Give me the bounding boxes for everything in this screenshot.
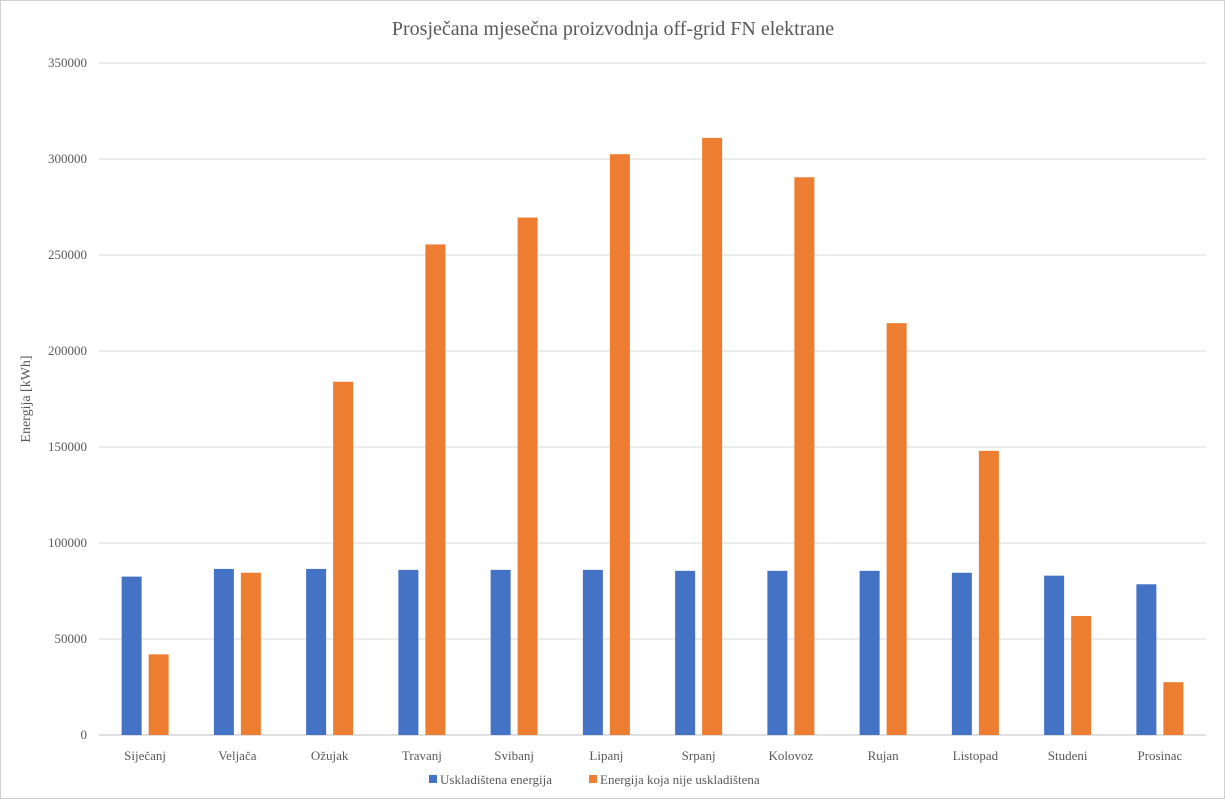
legend-swatch-unstored [589, 775, 597, 783]
x-tick-label: Srpanj [682, 748, 716, 763]
y-tick-label: 0 [81, 727, 88, 742]
legend-swatch-stored [429, 775, 437, 783]
bar-unstored-energy [609, 154, 630, 735]
bar-unstored-energy [333, 381, 354, 735]
bar-stored-energy [398, 569, 419, 735]
bar-stored-energy [767, 570, 788, 735]
bar-stored-energy [121, 576, 142, 735]
legend: Uskladištena energija Energija koja nije … [429, 772, 760, 787]
bar-unstored-energy [425, 244, 446, 735]
bar-stored-energy [1136, 584, 1157, 735]
x-tick-label: Rujan [868, 748, 900, 763]
gridlines [99, 62, 1206, 736]
bar-unstored-energy [702, 137, 723, 735]
bars [121, 137, 1184, 736]
x-tick-label: Travanj [402, 748, 442, 763]
bar-stored-energy [306, 568, 327, 735]
bar-stored-energy [582, 569, 603, 735]
bar-stored-energy [951, 572, 972, 735]
y-tick-label: 350000 [48, 55, 87, 70]
bar-unstored-energy [240, 572, 261, 735]
x-axis-ticks: Siječanj Veljača Ožujak Travanj Svibanj Lipan… [124, 748, 1182, 763]
bar-stored-energy [213, 568, 234, 735]
y-tick-label: 150000 [48, 439, 87, 454]
y-tick-label: 100000 [48, 535, 87, 550]
bar-unstored-energy [1163, 682, 1184, 735]
bar-stored-energy [859, 570, 880, 735]
bar-unstored-energy [978, 450, 999, 735]
bar-stored-energy [1044, 575, 1065, 735]
x-tick-label: Listopad [953, 748, 999, 763]
x-tick-label: Svibanj [494, 748, 534, 763]
legend-label-stored: Uskladištena energija [440, 772, 552, 787]
x-tick-label: Lipanj [589, 748, 623, 763]
y-axis-title: Energija [kWh] [19, 355, 34, 442]
bar-unstored-energy [794, 177, 815, 736]
x-tick-label: Siječanj [124, 748, 166, 763]
x-tick-label: Ožujak [311, 748, 349, 763]
y-tick-label: 200000 [48, 343, 87, 358]
bar-stored-energy [675, 570, 696, 735]
y-axis-ticks: 0 50000 100000 150000 200000 250000 300000 3500… [48, 55, 87, 742]
y-tick-label: 50000 [55, 631, 88, 646]
x-tick-label: Prosinac [1137, 748, 1182, 763]
y-tick-label: 250000 [48, 247, 87, 262]
x-tick-label: Studeni [1048, 748, 1088, 763]
y-tick-label: 300000 [48, 151, 87, 166]
bar-unstored-energy [148, 654, 169, 735]
x-tick-label: Kolovoz [768, 748, 813, 763]
chart-title: Prosječana mjesečna proizvodnja off-grid… [392, 18, 834, 40]
bar-unstored-energy [517, 217, 538, 735]
bar-unstored-energy [1071, 615, 1092, 735]
bar-unstored-energy [886, 323, 907, 735]
x-tick-label: Veljača [218, 748, 256, 763]
legend-label-unstored: Energija koja nije uskladištena [600, 772, 760, 787]
bar-stored-energy [490, 569, 511, 735]
